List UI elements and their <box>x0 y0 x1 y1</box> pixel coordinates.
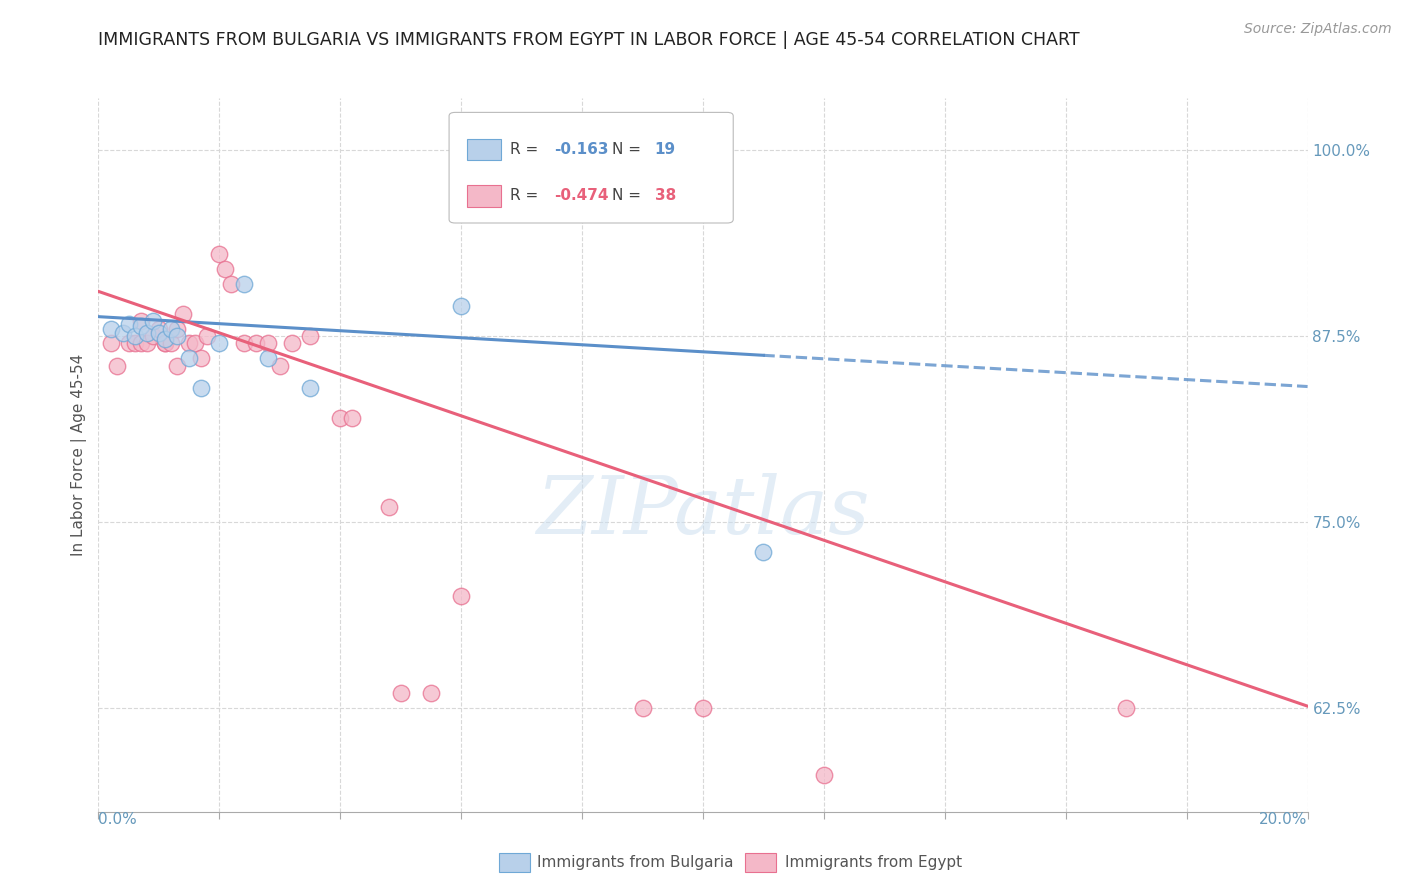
Point <box>100 321 122 335</box>
Point <box>631 700 654 714</box>
Point <box>172 307 194 321</box>
Text: IMMIGRANTS FROM BULGARIA VS IMMIGRANTS FROM EGYPT IN LABOR FORCE | AGE 45-54 COR: IMMIGRANTS FROM BULGARIA VS IMMIGRANTS F… <box>98 31 1080 49</box>
Point <box>153 332 176 346</box>
Point <box>105 359 128 373</box>
Text: N =: N = <box>613 142 647 157</box>
Point <box>450 299 472 313</box>
Point <box>166 359 188 373</box>
Point <box>692 700 714 714</box>
Point <box>299 381 322 395</box>
Point <box>232 336 254 351</box>
Point <box>420 686 443 700</box>
Point <box>153 336 176 351</box>
Point <box>148 326 170 340</box>
Text: 0.0%: 0.0% <box>98 812 138 827</box>
Point <box>299 329 322 343</box>
Point <box>129 314 152 328</box>
Point <box>221 277 243 291</box>
Point <box>256 351 278 366</box>
Text: 38: 38 <box>655 188 676 203</box>
Bar <box>467 139 501 161</box>
Point <box>129 318 152 333</box>
Point <box>245 336 267 351</box>
Point <box>160 336 183 351</box>
Text: Immigrants from Bulgaria: Immigrants from Bulgaria <box>537 855 734 870</box>
Point <box>232 277 254 291</box>
Point <box>208 336 231 351</box>
Point <box>450 589 472 603</box>
Text: -0.474: -0.474 <box>554 188 609 203</box>
Point <box>124 336 146 351</box>
Text: R =: R = <box>509 188 543 203</box>
Point <box>111 326 134 340</box>
Point <box>118 317 141 331</box>
Point <box>160 321 183 335</box>
Point <box>148 321 170 335</box>
Point <box>214 262 236 277</box>
Point <box>135 336 157 351</box>
Text: Immigrants from Egypt: Immigrants from Egypt <box>785 855 962 870</box>
Point <box>179 351 201 366</box>
Text: 20.0%: 20.0% <box>1260 812 1308 827</box>
Point <box>190 351 212 366</box>
Point <box>1115 700 1137 714</box>
Text: ZIPatlas: ZIPatlas <box>536 474 870 550</box>
Point <box>100 336 122 351</box>
Point <box>195 329 218 343</box>
Text: -0.163: -0.163 <box>554 142 609 157</box>
Text: N =: N = <box>613 188 647 203</box>
Point <box>179 336 201 351</box>
Point <box>118 336 141 351</box>
Point <box>342 410 364 425</box>
Point <box>142 329 165 343</box>
FancyBboxPatch shape <box>449 112 734 223</box>
Text: R =: R = <box>509 142 543 157</box>
Point <box>166 321 188 335</box>
Point <box>166 329 188 343</box>
Point <box>135 326 157 340</box>
Point <box>329 410 352 425</box>
Point <box>153 336 176 351</box>
Point <box>190 381 212 395</box>
Point <box>129 336 152 351</box>
Point <box>752 544 775 558</box>
Bar <box>467 186 501 207</box>
Point <box>256 336 278 351</box>
Point <box>124 329 146 343</box>
Point <box>813 767 835 781</box>
Point <box>269 359 291 373</box>
Point <box>208 247 231 261</box>
Point <box>377 500 399 514</box>
Point <box>389 686 412 700</box>
Text: 19: 19 <box>655 142 676 157</box>
Text: Source: ZipAtlas.com: Source: ZipAtlas.com <box>1244 22 1392 37</box>
Point <box>281 336 304 351</box>
Y-axis label: In Labor Force | Age 45-54: In Labor Force | Age 45-54 <box>72 354 87 556</box>
Point <box>142 314 165 328</box>
Point <box>184 336 207 351</box>
